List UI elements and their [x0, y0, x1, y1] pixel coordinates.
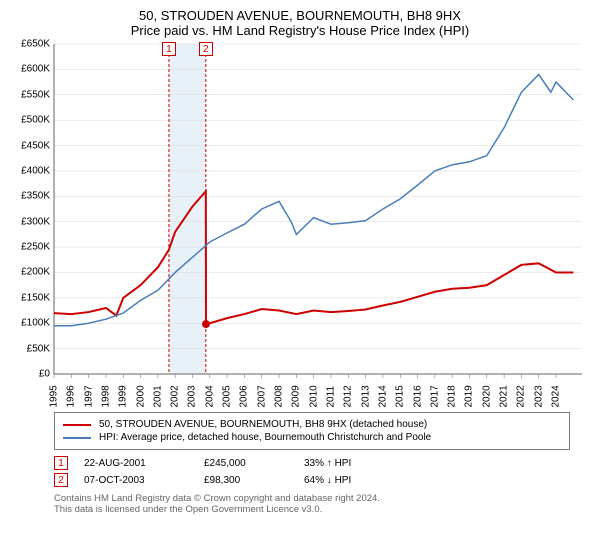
x-tick-label: 1996 [66, 388, 77, 408]
x-tick-label: 2012 [343, 388, 354, 408]
x-tick-label: 2008 [274, 388, 285, 408]
legend-label: HPI: Average price, detached house, Bour… [99, 432, 431, 443]
y-tick-label: £0 [10, 369, 50, 380]
callout-price: £98,300 [204, 475, 304, 486]
x-tick-label: 2013 [360, 388, 371, 408]
y-tick-label: £50K [10, 343, 50, 354]
y-tick-label: £250K [10, 242, 50, 253]
callout-row: 2 07-OCT-2003£98,30064% ↓ HPI [54, 473, 570, 487]
footer-line1: Contains HM Land Registry data © Crown c… [54, 493, 570, 504]
callout-pct: 64% ↓ HPI [304, 475, 384, 486]
chart-container: 50, STROUDEN AVENUE, BOURNEMOUTH, BH8 9H… [0, 0, 600, 560]
y-tick-label: £650K [10, 39, 50, 50]
x-tick-label: 2010 [308, 388, 319, 408]
x-tick-label: 1999 [118, 388, 129, 408]
y-tick-label: £400K [10, 165, 50, 176]
chart-title: 50, STROUDEN AVENUE, BOURNEMOUTH, BH8 9H… [12, 8, 588, 23]
footer: Contains HM Land Registry data © Crown c… [54, 493, 570, 515]
x-tick-label: 2019 [464, 388, 475, 408]
legend-item: HPI: Average price, detached house, Bour… [63, 432, 561, 443]
callout-marker: 1 [162, 42, 176, 56]
y-tick-label: £350K [10, 191, 50, 202]
legend-label: 50, STROUDEN AVENUE, BOURNEMOUTH, BH8 9H… [99, 419, 427, 430]
x-tick-label: 1998 [100, 388, 111, 408]
footer-line2: This data is licensed under the Open Gov… [54, 504, 570, 515]
y-tick-label: £150K [10, 292, 50, 303]
x-tick-label: 2001 [152, 388, 163, 408]
callout-num: 2 [54, 473, 68, 487]
callout-date: 07-OCT-2003 [84, 475, 204, 486]
x-tick-label: 2020 [481, 388, 492, 408]
x-tick-label: 2011 [325, 388, 336, 408]
x-tick-label: 2023 [533, 388, 544, 408]
chart-subtitle: Price paid vs. HM Land Registry's House … [12, 23, 588, 38]
x-tick-label: 2005 [222, 388, 233, 408]
y-tick-label: £200K [10, 267, 50, 278]
x-tick-label: 2000 [135, 388, 146, 408]
x-tick-label: 2006 [239, 388, 250, 408]
x-tick-label: 2007 [256, 388, 267, 408]
x-tick-label: 2022 [516, 388, 527, 408]
x-tick-label: 2009 [291, 388, 302, 408]
chart-area: £0 £50K £100K £150K £200K £250K £300K £350K £400… [12, 44, 588, 404]
y-tick-label: £100K [10, 318, 50, 329]
x-tick-label: 2014 [377, 388, 388, 408]
x-tick-label: 1995 [49, 388, 60, 408]
callout-pct: 33% ↑ HPI [304, 458, 384, 469]
callout-date: 22-AUG-2001 [84, 458, 204, 469]
y-tick-label: £550K [10, 89, 50, 100]
callout-row: 1 22-AUG-2001£245,00033% ↑ HPI [54, 456, 570, 470]
legend-swatch [63, 437, 91, 439]
y-tick-label: £600K [10, 64, 50, 75]
x-tick-label: 2021 [499, 388, 510, 408]
x-tick-label: 2004 [204, 388, 215, 408]
callout-table: 1 22-AUG-2001£245,00033% ↑ HPI 2 07-OCT-200… [54, 456, 570, 487]
callout-price: £245,000 [204, 458, 304, 469]
x-tick-label: 2002 [170, 388, 181, 408]
legend-item: 50, STROUDEN AVENUE, BOURNEMOUTH, BH8 9H… [63, 419, 561, 430]
legend-swatch [63, 424, 91, 426]
x-tick-label: 2015 [395, 388, 406, 408]
x-tick-label: 2017 [429, 388, 440, 408]
x-tick-label: 1997 [83, 388, 94, 408]
x-tick-label: 2016 [412, 388, 423, 408]
callout-num: 1 [54, 456, 68, 470]
y-tick-label: £450K [10, 140, 50, 151]
callout-marker: 2 [199, 42, 213, 56]
plot-region [54, 44, 582, 374]
x-tick-label: 2003 [187, 388, 198, 408]
x-tick-label: 2018 [447, 388, 458, 408]
x-tick-label: 2024 [551, 388, 562, 408]
legend: 50, STROUDEN AVENUE, BOURNEMOUTH, BH8 9H… [54, 412, 570, 450]
y-tick-label: £300K [10, 216, 50, 227]
y-tick-label: £500K [10, 115, 50, 126]
